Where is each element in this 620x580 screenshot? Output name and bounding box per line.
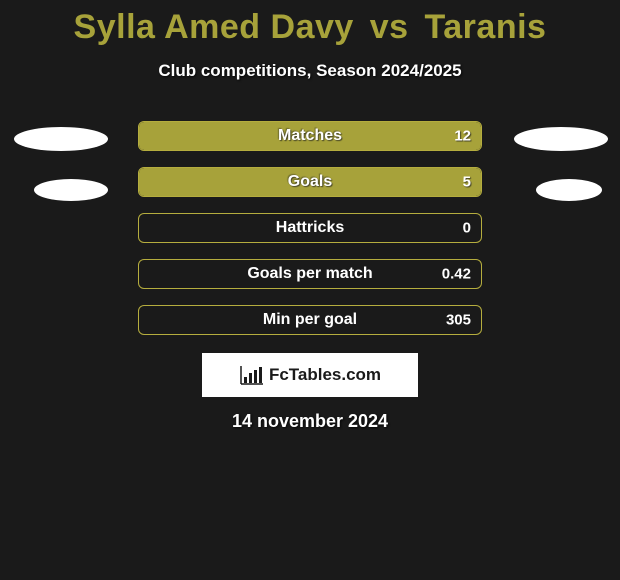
stat-label: Matches: [278, 127, 342, 145]
stat-value: 0: [463, 220, 471, 237]
stat-row: Min per goal 305: [138, 305, 482, 335]
player1-name: Sylla Amed Davy: [74, 8, 354, 46]
stat-rows: Matches 12 Goals 5 Hattricks 0 Goals per match…: [138, 121, 482, 335]
stat-label: Goals per match: [247, 265, 372, 283]
decorative-ellipse: [514, 127, 608, 151]
stat-row: Hattricks 0: [138, 213, 482, 243]
logo-text: FcTables.com: [269, 365, 381, 385]
decorative-ellipse: [34, 179, 108, 201]
stat-label: Min per goal: [263, 311, 357, 329]
player2-name: Taranis: [425, 8, 547, 46]
stat-value: 5: [463, 174, 471, 191]
vs-text: vs: [370, 8, 409, 46]
stat-label: Hattricks: [276, 219, 344, 237]
source-logo-box: FcTables.com: [202, 353, 418, 397]
stat-value: 305: [446, 312, 471, 329]
stats-area: Matches 12 Goals 5 Hattricks 0 Goals per match…: [0, 121, 620, 335]
bar-chart-icon: [239, 364, 265, 386]
infographic-container: Sylla Amed Davy vs Taranis Club competit…: [0, 0, 620, 580]
date-text: 14 november 2024: [0, 411, 620, 432]
stat-value: 12: [454, 128, 471, 145]
decorative-ellipse: [14, 127, 108, 151]
stat-value: 0.42: [442, 266, 471, 283]
stat-label: Goals: [288, 173, 332, 191]
source-logo: FcTables.com: [239, 364, 381, 386]
stat-row: Goals 5: [138, 167, 482, 197]
stat-row: Goals per match 0.42: [138, 259, 482, 289]
decorative-ellipse: [536, 179, 602, 201]
subtitle: Club competitions, Season 2024/2025: [0, 61, 620, 81]
comparison-title: Sylla Amed Davy vs Taranis: [0, 8, 620, 47]
stat-row: Matches 12: [138, 121, 482, 151]
